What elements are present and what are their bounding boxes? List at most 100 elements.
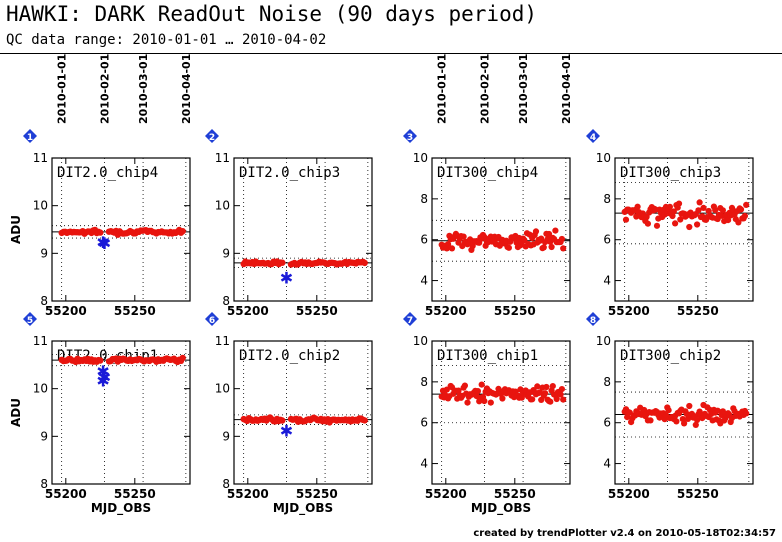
data-point bbox=[675, 200, 683, 207]
panel-label: DIT2.0_chip4 bbox=[57, 165, 158, 181]
data-point bbox=[464, 399, 471, 406]
y-tick-label: 11 bbox=[215, 151, 230, 165]
outlier-point: ✱ bbox=[96, 372, 109, 391]
y-tick-label: 9 bbox=[222, 246, 230, 260]
x-tick-label: 55200 bbox=[227, 304, 269, 318]
data-point bbox=[499, 395, 506, 402]
panel-frame bbox=[614, 340, 754, 485]
data-point bbox=[666, 203, 674, 210]
x-tick-label: 55200 bbox=[425, 304, 467, 318]
data-point bbox=[558, 235, 566, 243]
data-point bbox=[705, 207, 712, 215]
data-point bbox=[179, 354, 186, 362]
y-tick-label: 11 bbox=[33, 151, 48, 165]
data-point bbox=[478, 381, 485, 388]
date-tick-label: 2010-03-01 bbox=[137, 54, 150, 124]
data-point bbox=[686, 223, 693, 231]
y-tick-label: 6 bbox=[603, 416, 611, 430]
data-point bbox=[737, 206, 745, 213]
y-tick-label: 11 bbox=[33, 334, 48, 348]
y-tick-label: 4 bbox=[420, 457, 428, 471]
data-point bbox=[735, 219, 742, 226]
panel-DIT2.0_chip2: 8 9 10 11 55200 55250 DIT2.0_chip2 6 ✱ MJD_OBS bbox=[205, 312, 373, 516]
data-point bbox=[686, 402, 693, 410]
date-tick-label: 2010-02-01 bbox=[478, 54, 491, 124]
y-tick-label: 8 bbox=[222, 477, 230, 491]
data-point bbox=[518, 394, 525, 401]
outlier-point: ✱ bbox=[98, 368, 111, 387]
y-tick-label: 10 bbox=[413, 151, 428, 165]
y-tick-label: 10 bbox=[596, 151, 611, 165]
panel-index-badge bbox=[205, 312, 219, 326]
data-point bbox=[543, 383, 550, 391]
data-point bbox=[670, 208, 677, 215]
date-tick-label: 2010-03-01 bbox=[517, 54, 530, 124]
outlier-point: ✱ bbox=[98, 234, 111, 253]
x-tick-label: 55250 bbox=[296, 487, 338, 501]
panel-index-label: 7 bbox=[407, 316, 413, 326]
panel-frame bbox=[233, 340, 373, 485]
data-point bbox=[719, 207, 727, 214]
panel-index-badge bbox=[23, 312, 37, 326]
y-tick-label: 6 bbox=[420, 233, 428, 247]
title-divider bbox=[0, 53, 782, 54]
data-point bbox=[677, 216, 684, 223]
data-point bbox=[529, 396, 536, 403]
data-point bbox=[695, 207, 702, 214]
data-point bbox=[455, 387, 462, 394]
data-point bbox=[624, 414, 631, 421]
data-point bbox=[743, 201, 750, 208]
y-tick-label: 4 bbox=[603, 274, 611, 288]
data-point bbox=[534, 383, 541, 390]
page-subtitle: QC data range: 2010-01-01 … 2010-04-02 bbox=[6, 32, 327, 48]
date-tick-label: 2010-04-01 bbox=[560, 54, 573, 124]
panel-frame bbox=[614, 157, 754, 302]
panel-index-label: 1 bbox=[27, 133, 33, 143]
data-point bbox=[553, 395, 560, 403]
date-tick-label: 2010-01-01 bbox=[436, 54, 449, 124]
panel-label: DIT300_chip2 bbox=[620, 348, 721, 364]
panel-index-badge bbox=[586, 129, 600, 143]
data-point bbox=[653, 222, 661, 229]
data-point bbox=[481, 233, 488, 240]
data-point bbox=[741, 212, 749, 220]
x-tick-label: 55200 bbox=[425, 487, 467, 501]
panel-frame bbox=[51, 157, 191, 302]
panel-DIT300_chip1: 4 6 8 10 55200 55250 DIT300_chip1 7 MJD_OBS bbox=[403, 312, 571, 516]
data-point bbox=[743, 410, 750, 417]
y-tick-label: 8 bbox=[420, 192, 428, 206]
panel-DIT300_chip4: 4 6 8 10 55200 55250 DIT300_chip4 3 2010-01-01 20… bbox=[403, 54, 573, 318]
data-point bbox=[474, 388, 481, 395]
y-tick-label: 6 bbox=[420, 416, 428, 430]
data-point bbox=[622, 216, 630, 223]
x-axis-label: MJD_OBS bbox=[273, 501, 333, 516]
page-title: HAWKI: DARK ReadOut Noise (90 days perio… bbox=[6, 2, 538, 26]
y-tick-label: 10 bbox=[215, 382, 230, 396]
panel-label: DIT2.0_chip2 bbox=[239, 348, 340, 364]
data-point bbox=[643, 213, 650, 221]
y-tick-label: 8 bbox=[40, 294, 48, 308]
y-tick-label: 9 bbox=[40, 246, 48, 260]
outlier-point: ✱ bbox=[96, 233, 109, 252]
x-tick-label: 55200 bbox=[608, 487, 650, 501]
panel-index-label: 5 bbox=[27, 316, 33, 326]
data-point bbox=[461, 382, 468, 389]
y-tick-label: 6 bbox=[603, 233, 611, 247]
panel-label: DIT2.0_chip3 bbox=[239, 165, 340, 181]
panel-index-badge bbox=[403, 312, 417, 326]
data-point bbox=[700, 204, 707, 211]
x-tick-label: 55250 bbox=[296, 304, 338, 318]
panel-frame bbox=[51, 340, 191, 485]
y-tick-label: 10 bbox=[413, 334, 428, 348]
panel-index-badge bbox=[23, 129, 37, 143]
data-point bbox=[448, 245, 456, 252]
x-axis-label: MJD_OBS bbox=[91, 501, 151, 516]
y-tick-label: 8 bbox=[222, 294, 230, 308]
y-tick-label: 9 bbox=[40, 429, 48, 443]
panel-index-badge bbox=[586, 312, 600, 326]
data-point bbox=[714, 407, 721, 414]
y-axis-label: ADU bbox=[9, 215, 23, 244]
